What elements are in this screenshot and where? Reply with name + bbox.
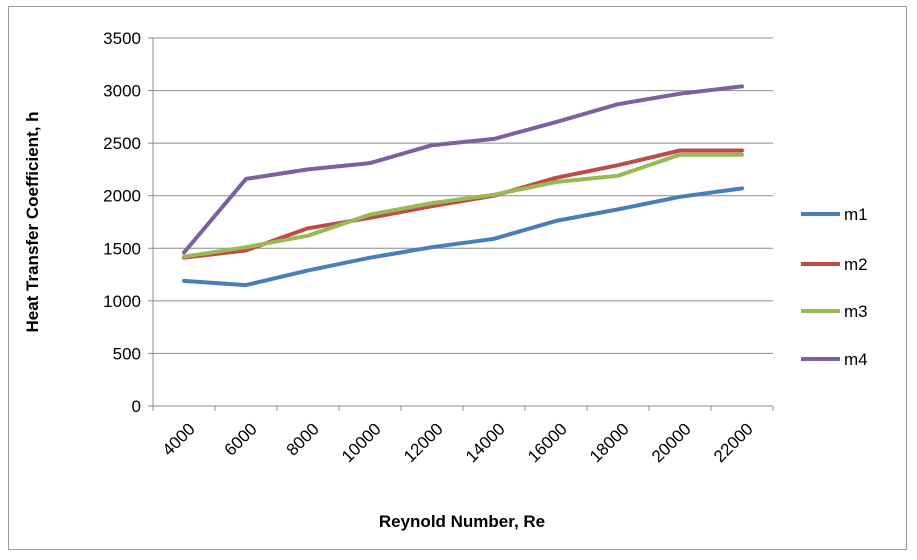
- y-tick-label: 1500: [103, 239, 141, 258]
- x-tick-label: 20000: [648, 419, 695, 466]
- y-axis: 0 500 1000 1500 2000 2500 3000 3500: [103, 29, 154, 416]
- legend-label-m1: m1: [844, 205, 868, 224]
- y-tick-label: 3500: [103, 29, 141, 48]
- series-line-m3: [182, 152, 744, 259]
- x-axis-title: Reynold Number, Re: [379, 512, 545, 531]
- series-line-m1: [182, 186, 744, 288]
- y-tick-label: 500: [113, 344, 141, 363]
- x-tick-label: 6000: [221, 419, 261, 459]
- y-tick-label: 2500: [103, 134, 141, 153]
- x-tick-label: 4000: [159, 419, 199, 459]
- series-line-m2: [182, 148, 744, 260]
- x-tick-label: 22000: [710, 419, 757, 466]
- y-tick-label: 1000: [103, 292, 141, 311]
- y-tick-label: 0: [132, 397, 141, 416]
- x-axis: 4000 6000 8000 10000 12000 14000 16000 18000 200…: [152, 405, 774, 466]
- x-tick-label: 8000: [283, 419, 323, 459]
- x-tick-label: 12000: [400, 419, 447, 466]
- legend: m1 m2 m3 m4: [801, 205, 868, 369]
- x-tick-label: 14000: [462, 419, 509, 466]
- y-tick-label: 2000: [103, 187, 141, 206]
- chart-frame: [8, 6, 907, 550]
- x-tick-label: 16000: [524, 419, 571, 466]
- series-lines: [182, 84, 744, 288]
- y-tick-label: 3000: [103, 82, 141, 101]
- x-tick-label: 10000: [338, 419, 385, 466]
- legend-label-m2: m2: [844, 255, 868, 274]
- x-tick-label: 18000: [586, 419, 633, 466]
- series-line-m4: [182, 84, 744, 255]
- y-axis-title: Heat Transfer Coefficient, h: [23, 111, 42, 332]
- legend-label-m4: m4: [844, 350, 868, 369]
- legend-label-m3: m3: [844, 302, 868, 321]
